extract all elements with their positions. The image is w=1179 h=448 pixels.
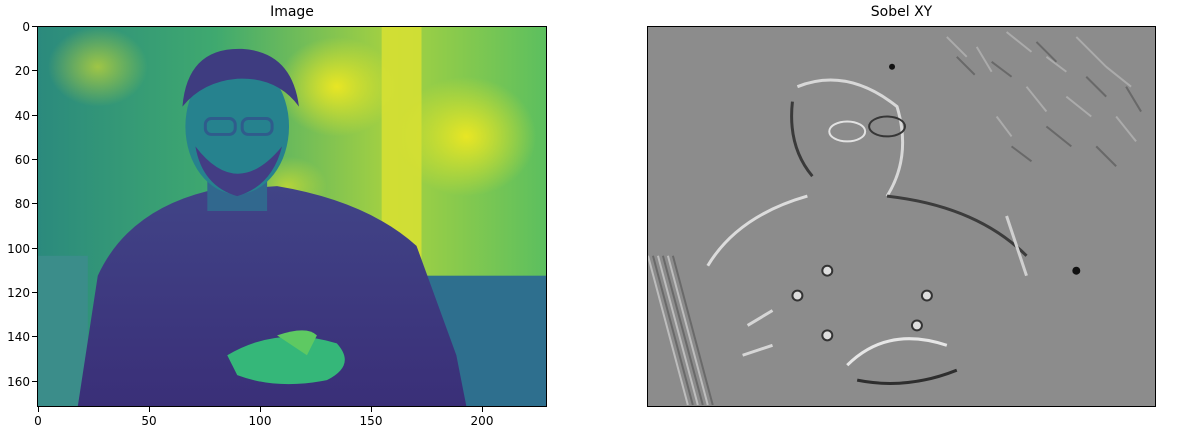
y-tick-label: 40 — [14, 109, 30, 123]
y-tick-label: 0 — [22, 20, 30, 34]
left-image-panel — [37, 26, 547, 407]
y-tick-label: 20 — [14, 64, 30, 78]
y-tick-mark — [32, 115, 37, 116]
y-tick-mark — [32, 292, 37, 293]
x-tick-mark — [260, 407, 261, 412]
x-tick-label: 100 — [248, 414, 272, 428]
y-tick-mark — [32, 381, 37, 382]
y-tick-mark — [32, 336, 37, 337]
x-tick-mark — [371, 407, 372, 412]
viridis-photo — [38, 27, 546, 406]
sobel-edge-image — [648, 27, 1155, 406]
x-tick-mark — [38, 407, 39, 412]
x-tick-label: 50 — [141, 414, 157, 428]
y-tick-mark — [32, 159, 37, 160]
right-panel-title: Sobel XY — [870, 4, 933, 20]
y-tick-label: 80 — [14, 197, 30, 211]
x-tick-label: 150 — [359, 414, 383, 428]
y-tick-label: 60 — [14, 153, 30, 167]
right-image-panel — [647, 26, 1156, 407]
x-tick-label: 0 — [34, 414, 42, 428]
y-tick-label: 120 — [7, 286, 30, 300]
y-tick-label: 100 — [7, 242, 30, 256]
x-tick-mark — [482, 407, 483, 412]
y-tick-mark — [32, 203, 37, 204]
x-tick-mark — [149, 407, 150, 412]
x-tick-label: 200 — [470, 414, 494, 428]
y-tick-label: 160 — [7, 375, 30, 389]
y-tick-mark — [32, 248, 37, 249]
left-panel-title: Image — [270, 4, 314, 20]
y-tick-mark — [32, 26, 37, 27]
y-tick-label: 140 — [7, 330, 30, 344]
y-tick-mark — [32, 70, 37, 71]
